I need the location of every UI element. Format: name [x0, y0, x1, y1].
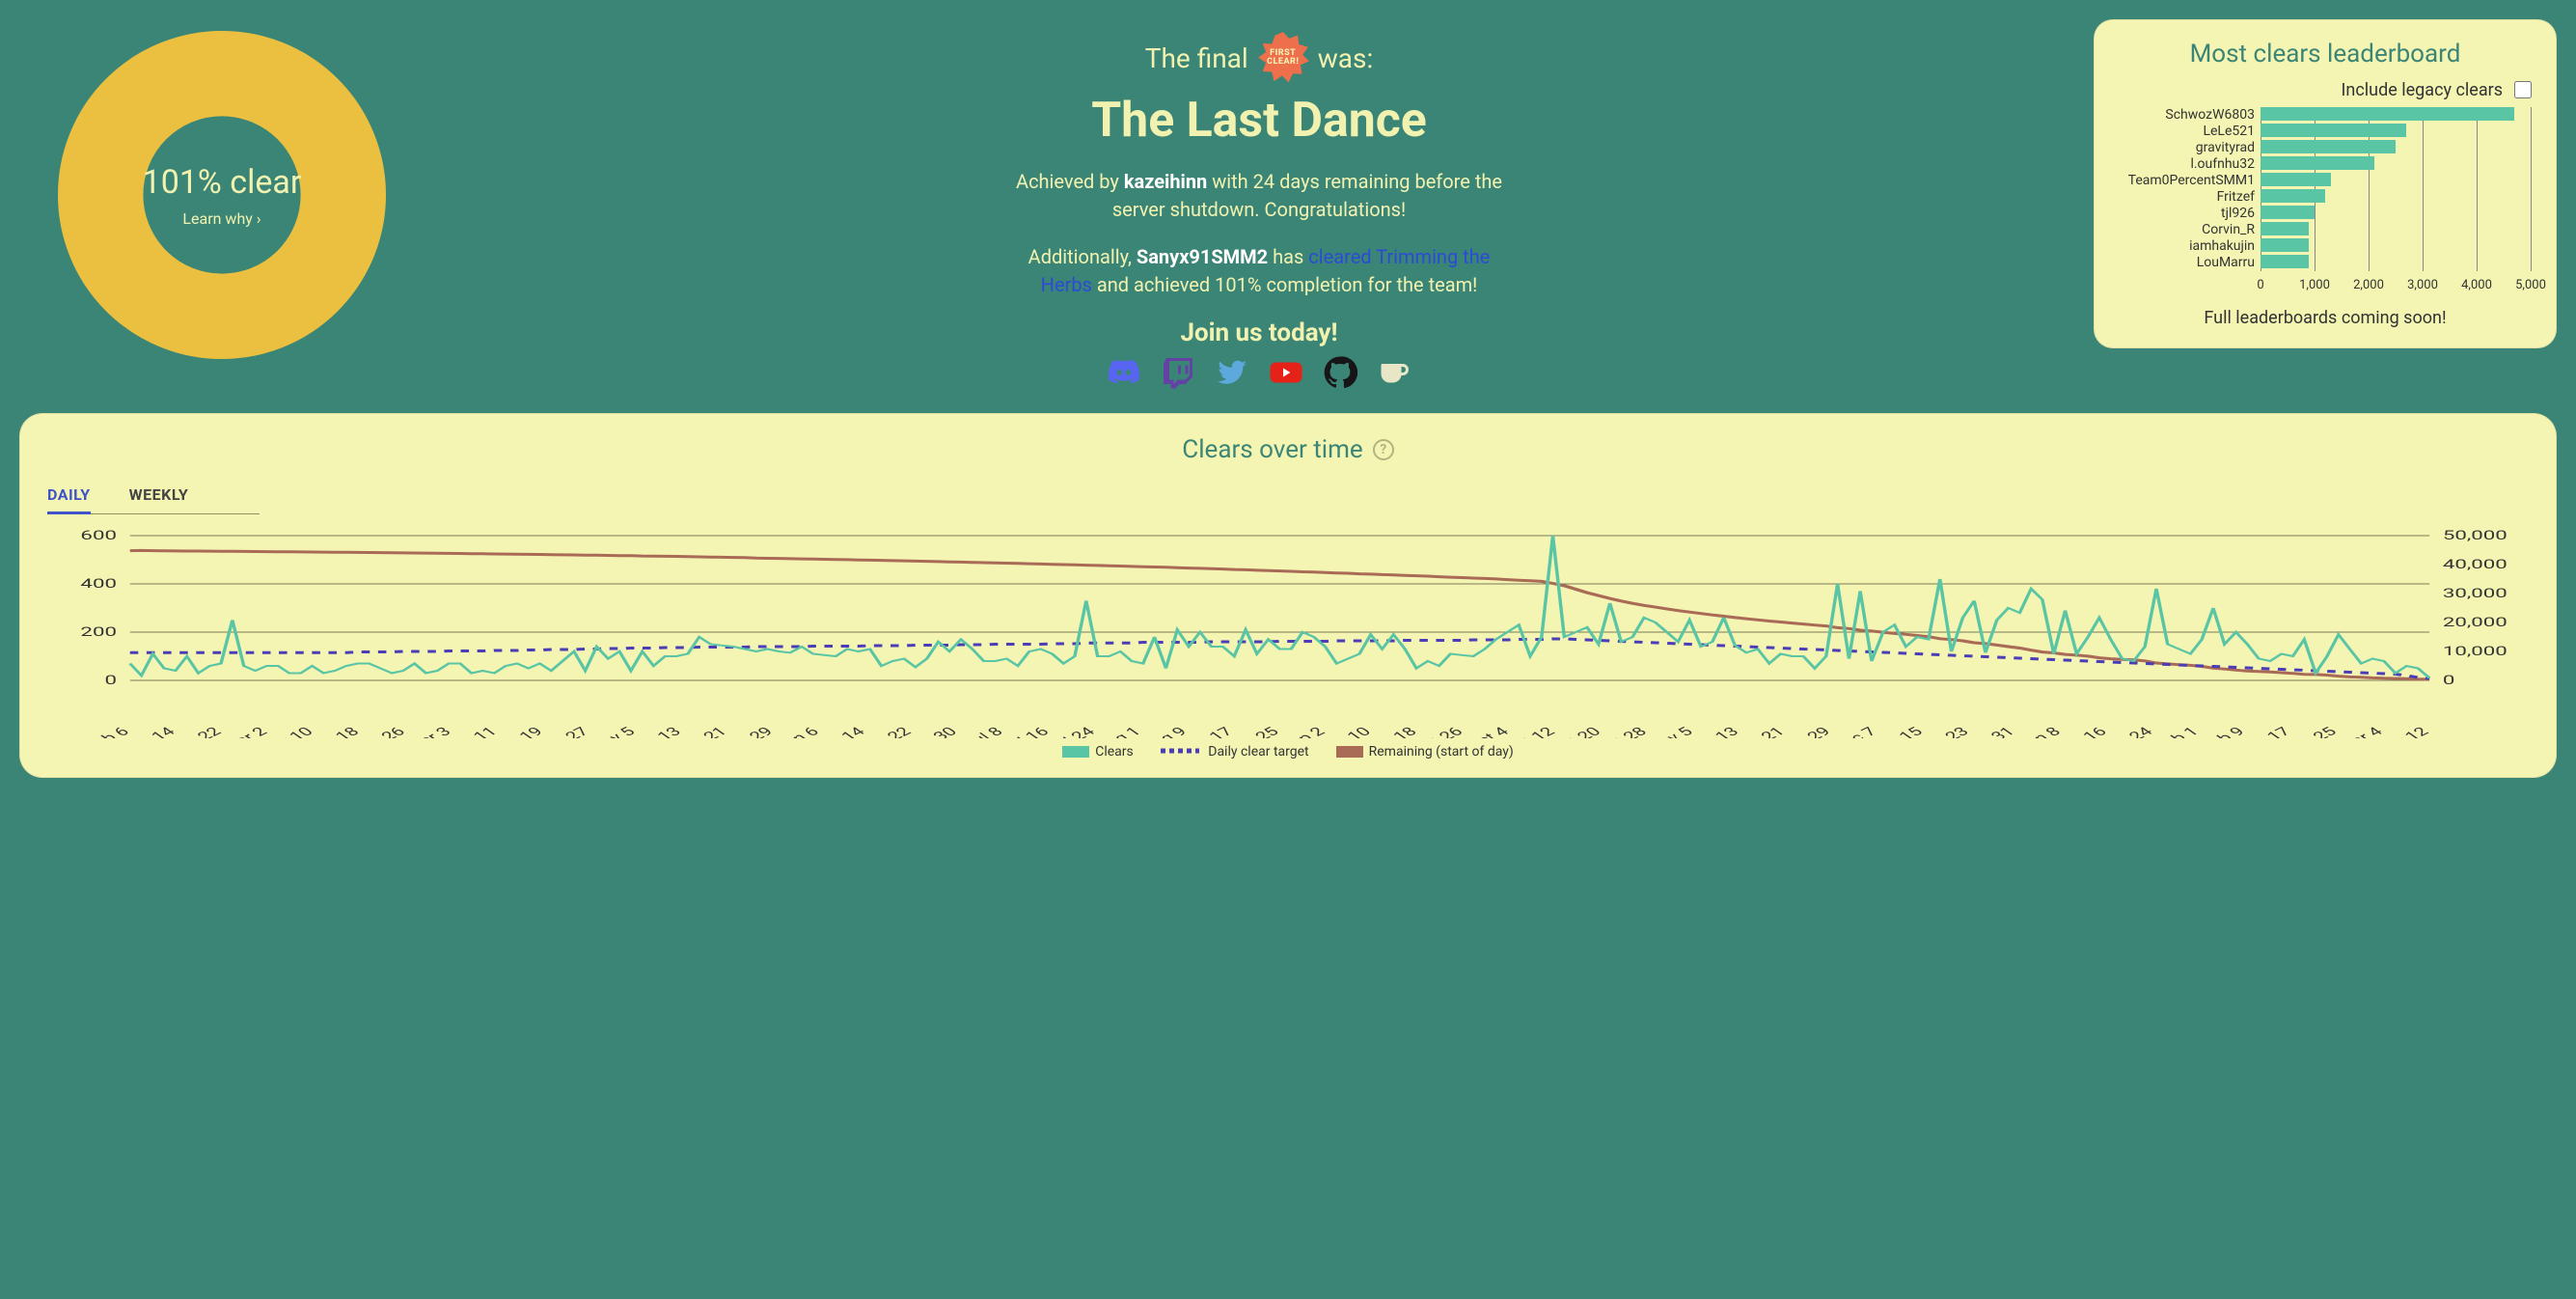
clears-tabs: DAILY WEEKLY	[47, 478, 260, 514]
svg-text:Feb 6: Feb 6	[81, 725, 133, 738]
leaderboard-x-tick: 0	[2257, 278, 2263, 292]
leaderboard-name: LouMarru	[2116, 255, 2261, 271]
legend-clears: Clears	[1095, 744, 1134, 760]
learn-why-link[interactable]: Learn why ›	[143, 209, 302, 228]
leaderboard-bar	[2261, 206, 2315, 219]
svg-text:Aug 1: Aug 1	[1091, 725, 1145, 738]
youtube-icon[interactable]	[1269, 355, 1303, 394]
svg-text:Sep 2: Sep 2	[1276, 725, 1329, 738]
svg-text:Aug 9: Aug 9	[1137, 725, 1192, 738]
svg-text:0: 0	[2443, 674, 2455, 688]
leaderboard-x-tick: 2,000	[2353, 278, 2384, 292]
svg-text:600: 600	[80, 529, 117, 543]
svg-text:400: 400	[80, 577, 117, 592]
github-icon[interactable]	[1323, 355, 1357, 394]
leaderboard-name: tjl926	[2116, 206, 2261, 222]
leaderboard-bar	[2261, 140, 2396, 153]
svg-text:Mar 2: Mar 2	[218, 725, 272, 738]
progress-donut-section: 101% clear Learn why ›	[19, 19, 425, 359]
svg-text:Nov 5: Nov 5	[1643, 725, 1697, 738]
legend-target: Daily clear target	[1208, 744, 1308, 760]
twitch-icon[interactable]	[1161, 355, 1195, 394]
legend-remaining: Remaining (start of day)	[1369, 744, 1514, 760]
svg-text:200: 200	[80, 625, 117, 640]
svg-text:Dec 7: Dec 7	[1828, 725, 1881, 738]
leaderboard-bars: 01,0002,0003,0004,0005,000	[2261, 107, 2535, 298]
clears-card: Clears over time ? DAILY WEEKLY 0 200 400 6…	[19, 413, 2557, 778]
leaderboard-bar	[2261, 124, 2406, 137]
leaderboard-name: l.oufnhu32	[2116, 156, 2261, 173]
svg-text:Oct 4: Oct 4	[1463, 725, 1514, 738]
leaderboard-x-tick: 5,000	[2515, 278, 2546, 292]
svg-text:May 5: May 5	[584, 725, 640, 738]
first-clear-badge: FIRST CLEAR!	[1256, 31, 1310, 85]
legacy-clears-label: Include legacy clears	[2342, 80, 2503, 100]
info-icon[interactable]: ?	[1373, 439, 1394, 460]
svg-text:30,000: 30,000	[2443, 587, 2507, 601]
donut-chart: 101% clear Learn why ›	[58, 31, 386, 359]
svg-text:0: 0	[104, 674, 117, 688]
leaderboard-title: Most clears leaderboard	[2116, 40, 2535, 69]
leaderboard-name: LeLe521	[2116, 124, 2261, 140]
join-heading: Join us today!	[448, 318, 2070, 347]
leaderboard-x-tick: 1,000	[2299, 278, 2330, 292]
leaderboard-name: gravityrad	[2116, 140, 2261, 156]
additional-paragraph: Additionally, Sanyx91SMM2 has cleared Tr…	[1008, 243, 1510, 299]
achieved-paragraph: Achieved by kazeihinn with 24 days remai…	[1008, 168, 1510, 224]
svg-text:Feb 1: Feb 1	[2151, 725, 2204, 738]
leaderboard-bar	[2261, 255, 2309, 268]
leaderboard-x-tick: 3,000	[2407, 278, 2438, 292]
donut-percent-label: 101% clear	[143, 163, 302, 202]
discord-icon[interactable]	[1107, 355, 1141, 394]
leaderboard-name: Corvin_R	[2116, 222, 2261, 238]
legend-target-swatch	[1161, 744, 1199, 760]
svg-text:Mar 4: Mar 4	[2333, 725, 2388, 738]
svg-text:Jul 16: Jul 16	[997, 725, 1054, 738]
svg-text:50,000: 50,000	[2443, 529, 2507, 543]
leaderboard-names: SchwozW6803LeLe521gravityradl.oufnhu32Te…	[2116, 107, 2261, 298]
leaderboard-bar	[2261, 173, 2331, 186]
final-prefix: The final	[1145, 42, 1248, 74]
tab-daily[interactable]: DAILY	[47, 478, 91, 514]
kofi-icon[interactable]	[1377, 355, 1411, 394]
clears-title-text: Clears over time	[1182, 435, 1362, 464]
leaderboard-bar	[2261, 222, 2309, 235]
leaderboard-name: Fritzef	[2116, 189, 2261, 206]
leaderboard-x-tick: 4,000	[2461, 278, 2492, 292]
leaderboard-name: SchwozW6803	[2116, 107, 2261, 124]
leaderboard-bar	[2261, 107, 2514, 121]
legacy-clears-checkbox[interactable]	[2514, 81, 2532, 98]
leaderboard-bar	[2261, 189, 2325, 203]
twitter-icon[interactable]	[1215, 355, 1249, 394]
leaderboard-card: Most clears leaderboard Include legacy c…	[2094, 19, 2557, 348]
leaderboard-footer: Full leaderboards coming soon!	[2116, 308, 2535, 328]
svg-text:Jan 8: Jan 8	[2013, 725, 2065, 738]
clears-legend: Clears Daily clear target Remaining (sta…	[47, 744, 2529, 760]
leaderboard-bar	[2261, 156, 2374, 170]
final-suffix: was:	[1318, 42, 1374, 74]
tab-weekly[interactable]: WEEKLY	[129, 478, 189, 513]
leaderboard-name: iamhakujin	[2116, 238, 2261, 255]
announcement-section: The final FIRST CLEAR! was: The Last Dan…	[448, 19, 2070, 394]
leaderboard-bar	[2261, 238, 2309, 252]
svg-text:Apr 3: Apr 3	[404, 725, 455, 738]
svg-text:40,000: 40,000	[2443, 558, 2507, 572]
leaderboard-name: Team0PercentSMM1	[2116, 173, 2261, 189]
svg-text:10,000: 10,000	[2443, 645, 2507, 659]
svg-text:Jun 6: Jun 6	[771, 725, 824, 738]
svg-text:20,000: 20,000	[2443, 616, 2507, 630]
final-level-title: The Last Dance	[448, 93, 2070, 149]
svg-text:Feb 9: Feb 9	[2197, 725, 2249, 738]
svg-text:Jul 24: Jul 24	[1043, 725, 1100, 738]
clears-time-chart: 0 200 400 600 0 10,000 20,000 30,000 40,000 50,00…	[47, 526, 2529, 738]
social-links	[448, 355, 2070, 394]
svg-text:Jul 8: Jul 8	[960, 725, 1008, 738]
